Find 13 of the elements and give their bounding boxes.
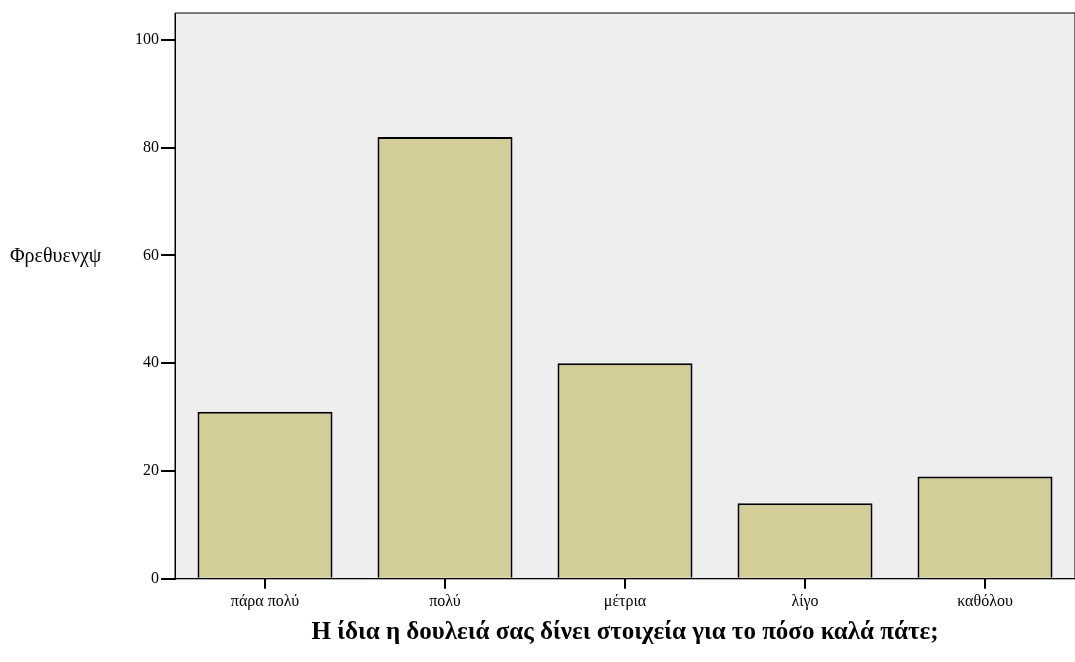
x-tick-label: πολύ bbox=[429, 591, 461, 609]
y-tick-label: 0 bbox=[151, 569, 159, 586]
y-tick-label: 20 bbox=[143, 461, 159, 479]
y-tick-label: 80 bbox=[143, 137, 159, 155]
x-axis-title: Η ίδια η δουλειά σας δίνει στοιχεία για το πόσο καλά πάτε; bbox=[311, 617, 939, 645]
y-tick-label: 100 bbox=[135, 30, 159, 48]
y-tick-label: 40 bbox=[143, 353, 159, 371]
x-tick-label: καθόλου bbox=[957, 591, 1013, 609]
y-tick-label: 60 bbox=[143, 245, 159, 263]
x-tick-label: μέτρια bbox=[603, 591, 647, 610]
x-tick-label: πάρα πολύ bbox=[230, 591, 300, 610]
x-tick-label: λίγο bbox=[791, 591, 819, 610]
y-axis-title: Φρεθυενχψ bbox=[10, 243, 102, 267]
